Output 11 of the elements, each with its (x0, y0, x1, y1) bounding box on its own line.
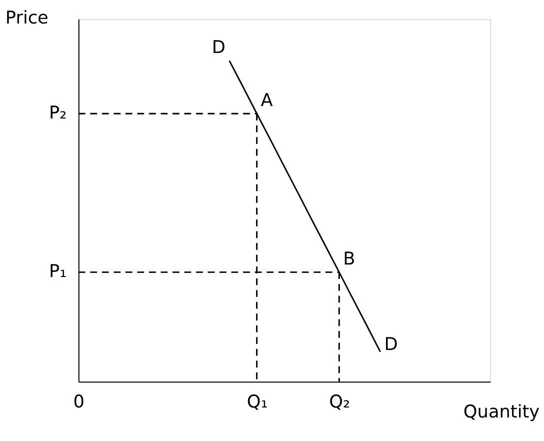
annotation: B (343, 249, 356, 270)
x-tick-label: 0 (73, 392, 85, 413)
text: D (384, 334, 398, 355)
annotation: A (260, 90, 273, 111)
x-tick-label: Q₂ (329, 392, 350, 413)
x-axis-title: Quantity (463, 402, 540, 422)
y-axis-title: Price (5, 8, 48, 28)
annotation: P₁ (48, 262, 67, 282)
annotation: P₂ (48, 104, 67, 124)
x-tick-label: Q₁ (246, 392, 268, 413)
series-label: D (212, 38, 226, 58)
